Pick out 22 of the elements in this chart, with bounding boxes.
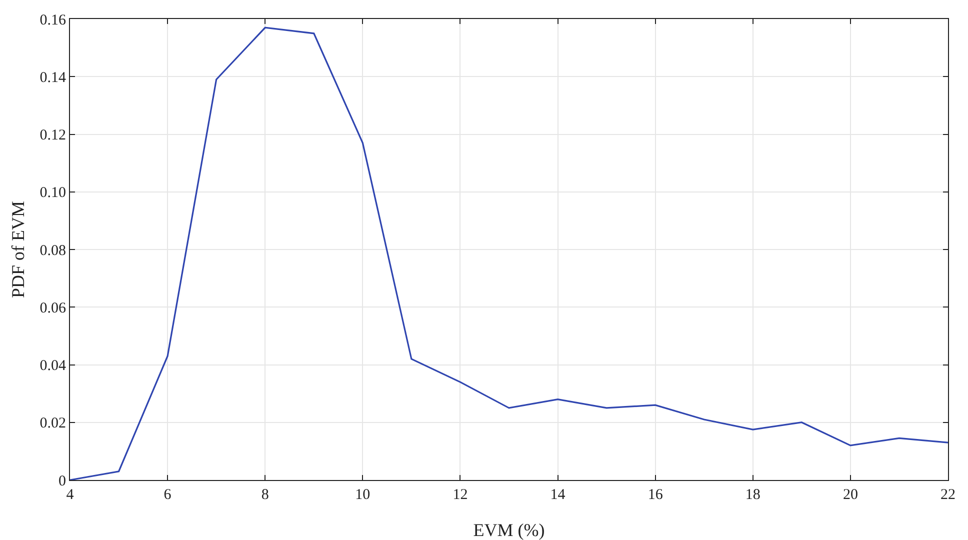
y-tick-label: 0.14: [40, 70, 66, 86]
y-tick-label: 0.06: [40, 300, 66, 316]
x-tick-label: 18: [745, 487, 760, 503]
x-tick-label: 22: [940, 487, 956, 503]
x-tick-label: 6: [164, 487, 172, 503]
x-tick-label: 8: [261, 487, 269, 503]
x-tick-label: 12: [452, 487, 468, 503]
y-tick-label: 0.08: [40, 242, 66, 259]
y-tick-label: 0.16: [40, 12, 66, 28]
x-axis-title: EVM (%): [473, 520, 545, 540]
x-tick-label: 20: [842, 487, 858, 503]
x-tick-label: 14: [550, 487, 566, 503]
x-tick-label: 10: [355, 487, 370, 503]
y-axis-title: PDF of EVM: [8, 200, 28, 298]
y-tick-label: 0.10: [40, 185, 66, 202]
x-tick-label: 16: [648, 487, 664, 503]
y-tick-label: 0.12: [40, 128, 66, 144]
y-tick-label: 0: [58, 473, 66, 490]
x-tick-label: 4: [66, 487, 74, 503]
line-series: [70, 26, 948, 480]
y-tick-label: 0.04: [40, 358, 66, 374]
y-tick-label: 0.02: [40, 416, 66, 432]
